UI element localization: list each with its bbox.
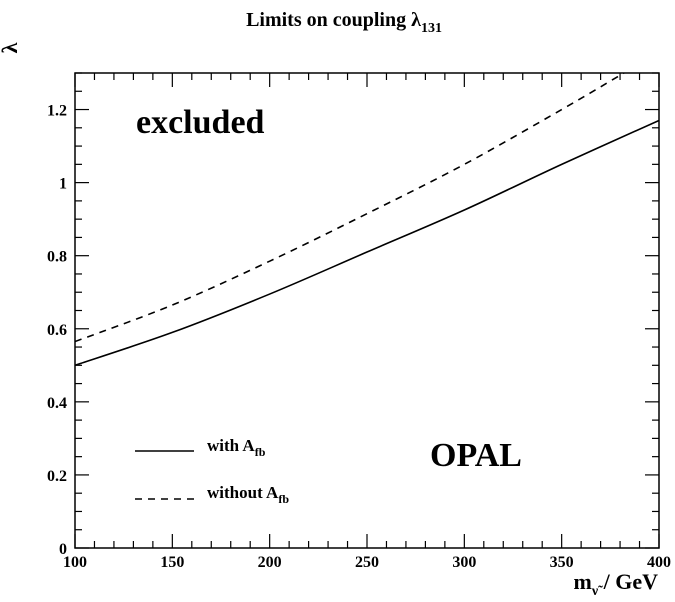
y-tick-label: 0.4 bbox=[47, 395, 67, 412]
legend-label-with-afb: with Afb bbox=[207, 436, 266, 459]
y-tick-label: 0.6 bbox=[47, 322, 67, 339]
legend-label-without-afb: without Afb bbox=[207, 483, 289, 506]
series-line-without-afb bbox=[75, 73, 625, 343]
x-tick-label: 350 bbox=[550, 554, 574, 571]
x-tick-label: 200 bbox=[258, 554, 282, 571]
y-tick-label: 0.8 bbox=[47, 249, 67, 266]
series-layer bbox=[75, 73, 659, 367]
x-tick-label: 150 bbox=[160, 554, 184, 571]
opal-label: OPAL bbox=[430, 437, 522, 474]
y-tick-label: 1 bbox=[59, 176, 67, 193]
y-tick-label: 1.2 bbox=[47, 103, 67, 120]
y-tick-label: 0 bbox=[59, 541, 67, 558]
legend: with Afb without Afb bbox=[135, 436, 289, 506]
y-axis-label: λ bbox=[0, 42, 22, 53]
y-tick-label: 0.2 bbox=[47, 468, 67, 485]
series-line-with-afb bbox=[75, 119, 659, 367]
x-tick-label: 300 bbox=[452, 554, 476, 571]
plot-frame bbox=[74, 72, 660, 549]
x-tick-label: 100 bbox=[63, 554, 87, 571]
x-axis-label: mν̃ / GeV bbox=[574, 569, 659, 599]
excluded-label: excluded bbox=[136, 104, 265, 141]
chart-title: Limits on coupling λ131 bbox=[246, 9, 442, 36]
x-tick-label: 400 bbox=[647, 554, 671, 571]
x-tick-label: 250 bbox=[355, 554, 379, 571]
axis-ticks: 100 150 200 250 300 350 400 0 0.2 0.4 0.6 0.8 1 1.2 bbox=[47, 72, 671, 571]
